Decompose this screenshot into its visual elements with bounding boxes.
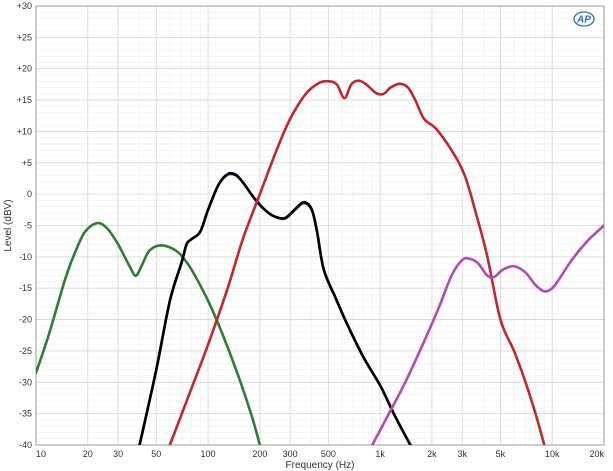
x-axis-title: Frequency (Hz) [286,460,355,471]
x-tick-label: 10 [36,449,46,459]
x-tick-label: 30 [113,449,123,459]
x-tick-label: 3k [457,449,467,459]
x-tick-label: 300 [283,449,298,459]
y-tick-label: +15 [17,95,32,105]
series-line-1 [36,221,262,445]
y-tick-label: +20 [17,64,32,74]
y-tick-label: +5 [22,158,32,168]
x-tick-label: 100 [201,449,216,459]
major-grid [35,5,605,446]
x-tick-label: 1k [375,449,385,459]
y-tick-labels: +30 +25 +20 +15 +10 +5 0 -5 -10 -15 -20 -25 -30 -35 -4… [17,1,32,450]
x-tick-label: 10k [545,449,560,459]
ap-logo-ring [573,11,595,27]
y-tick-label: -5 [24,221,32,231]
y-tick-label: 0 [27,189,32,199]
y-tick-label: -15 [19,283,32,293]
y-tick-label: +30 [17,1,32,11]
x-tick-label: 500 [321,449,336,459]
ap-logo-text: AP [576,15,591,26]
x-tick-label: 50 [151,449,161,459]
y-tick-label: -30 [19,377,32,387]
series-line-2 [138,172,412,445]
y-tick-label: -10 [19,252,32,262]
series-layer [36,79,604,445]
y-axis-title: Level (dBV) [3,199,14,251]
y-tick-label: +25 [17,32,32,42]
y-tick-label: -35 [19,409,32,419]
y-tick-label: -20 [19,315,32,325]
x-tick-label: 200 [252,449,267,459]
x-tick-label: 5k [496,449,506,459]
x-tick-labels: 10 20 30 50 100 200 300 500 1k 2k 3k 5k 10k 20k [36,449,604,459]
y-tick-label: -40 [19,440,32,450]
series-line-3 [138,171,412,445]
x-tick-label: 20k [589,449,604,459]
y-tick-label: -25 [19,346,32,356]
series-line-4 [168,79,546,445]
ap-logo: AP [573,11,595,27]
x-tick-label: 20 [83,449,93,459]
x-tick-label: 2k [427,449,437,459]
y-tick-label: +10 [17,126,32,136]
series-line-5 [370,224,604,445]
